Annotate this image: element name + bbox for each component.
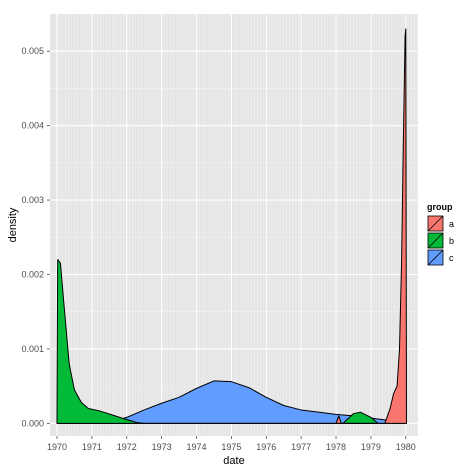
legend-label-a: a — [449, 219, 454, 229]
legend-item-a: a — [426, 214, 454, 233]
x-tick-label: 1975 — [221, 442, 241, 452]
legend: group abc — [426, 202, 454, 267]
y-tick-label: 0.000 — [21, 418, 44, 428]
plot-panel — [50, 14, 418, 436]
y-tick-label: 0.002 — [21, 269, 44, 279]
x-axis: 1970 1971 1972 1973 1974 1975 1976 1977 1978 1979… — [47, 436, 416, 452]
legend-label-c: c — [449, 253, 454, 263]
x-tick-label: 1971 — [82, 442, 102, 452]
x-tick-label: 1972 — [117, 442, 137, 452]
legend-key-slash — [427, 249, 444, 266]
y-tick-label: 0.003 — [21, 195, 44, 205]
x-tick-label: 1977 — [291, 442, 311, 452]
y-axis: 0.000 0.001 0.002 0.003 0.004 0.005 — [21, 46, 50, 428]
density-area-c — [56, 380, 407, 424]
legend-key-slash — [427, 215, 444, 232]
y-tick-label: 0.004 — [21, 121, 44, 131]
legend-item-c: c — [426, 248, 454, 267]
density-area-b — [56, 259, 379, 424]
x-tick-label: 1978 — [326, 442, 346, 452]
x-tick-label: 1976 — [256, 442, 276, 452]
minor-grid — [50, 14, 418, 436]
y-tick-label: 0.005 — [21, 46, 44, 56]
x-tick-label: 1980 — [396, 442, 416, 452]
legend-title: group — [427, 202, 453, 212]
y-tick-label: 0.001 — [21, 344, 44, 354]
density-area-a — [335, 28, 407, 424]
x-tick-label: 1973 — [152, 442, 172, 452]
legend-key-slash — [427, 232, 444, 249]
legend-label-b: b — [449, 236, 454, 246]
y-axis-title: density — [7, 207, 19, 242]
x-axis-title: date — [223, 455, 244, 467]
density-areas — [56, 28, 407, 424]
x-tick-label: 1979 — [361, 442, 381, 452]
x-tick-label: 1970 — [47, 442, 67, 452]
legend-item-b: b — [426, 231, 454, 250]
x-tick-label: 1974 — [186, 442, 206, 452]
